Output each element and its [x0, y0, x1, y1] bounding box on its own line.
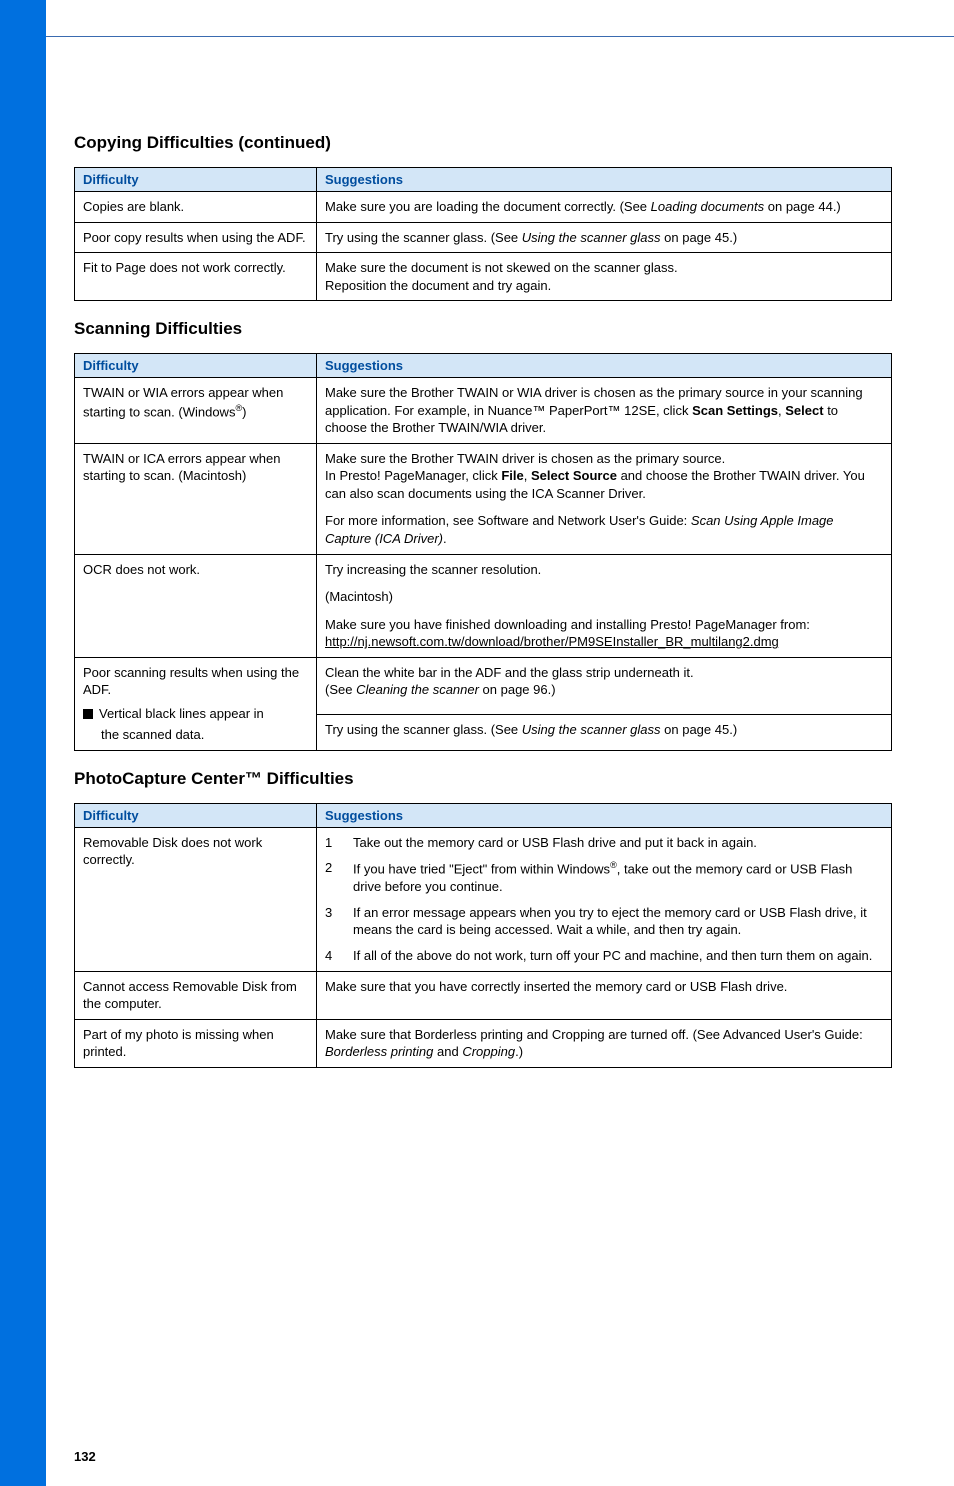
td-suggestion: Make sure the document is not skewed on …: [317, 253, 892, 301]
section-scanning-title: Scanning Difficulties: [74, 319, 892, 339]
td-suggestion: Try increasing the scanner resolution.(M…: [317, 554, 892, 657]
td-difficulty: TWAIN or WIA errors appear when starting…: [75, 378, 317, 444]
td-difficulty: Cannot access Removable Disk from the co…: [75, 971, 317, 1019]
td-difficulty: Removable Disk does not work correctly.: [75, 827, 317, 971]
footer: 132: [74, 1448, 892, 1466]
td-suggestion: Make sure the Brother TWAIN or WIA drive…: [317, 378, 892, 444]
td-suggestion: Make sure that you have correctly insert…: [317, 971, 892, 1019]
th-suggestions: Suggestions: [317, 354, 892, 378]
section-copying-title: Copying Difficulties (continued): [74, 133, 892, 153]
th-suggestions: Suggestions: [317, 168, 892, 192]
th-difficulty: Difficulty: [75, 803, 317, 827]
td-difficulty: Poor copy results when using the ADF.: [75, 222, 317, 253]
td-suggestion: Make sure you are loading the document c…: [317, 192, 892, 223]
th-suggestions: Suggestions: [317, 803, 892, 827]
td-difficulty: Poor scanning results when using the ADF…: [75, 657, 317, 750]
side-bar: [0, 0, 46, 1486]
td-difficulty: OCR does not work.: [75, 554, 317, 657]
td-suggestion: Try using the scanner glass. (See Using …: [317, 222, 892, 253]
td-suggestion: Try using the scanner glass. (See Using …: [317, 714, 892, 750]
section-photocapture-title: PhotoCapture Center™ Difficulties: [74, 769, 892, 789]
page-content: Copying Difficulties (continued) Difficu…: [46, 36, 954, 1486]
th-difficulty: Difficulty: [75, 168, 317, 192]
td-suggestion: Make sure the Brother TWAIN driver is ch…: [317, 443, 892, 554]
table-copying: Difficulty Suggestions Copies are blank.…: [74, 167, 892, 301]
td-difficulty: TWAIN or ICA errors appear when starting…: [75, 443, 317, 554]
th-difficulty: Difficulty: [75, 354, 317, 378]
table-scanning: Difficulty Suggestions TWAIN or WIA erro…: [74, 353, 892, 751]
td-suggestion: Clean the white bar in the ADF and the g…: [317, 657, 892, 714]
table-photocapture: Difficulty Suggestions Removable Disk do…: [74, 803, 892, 1068]
td-difficulty: Part of my photo is missing when printed…: [75, 1019, 317, 1067]
td-difficulty: Copies are blank.: [75, 192, 317, 223]
td-suggestion: 1Take out the memory card or USB Flash d…: [317, 827, 892, 971]
td-suggestion: Make sure that Borderless printing and C…: [317, 1019, 892, 1067]
page-number: 132: [74, 1449, 96, 1464]
td-difficulty: Fit to Page does not work correctly.: [75, 253, 317, 301]
